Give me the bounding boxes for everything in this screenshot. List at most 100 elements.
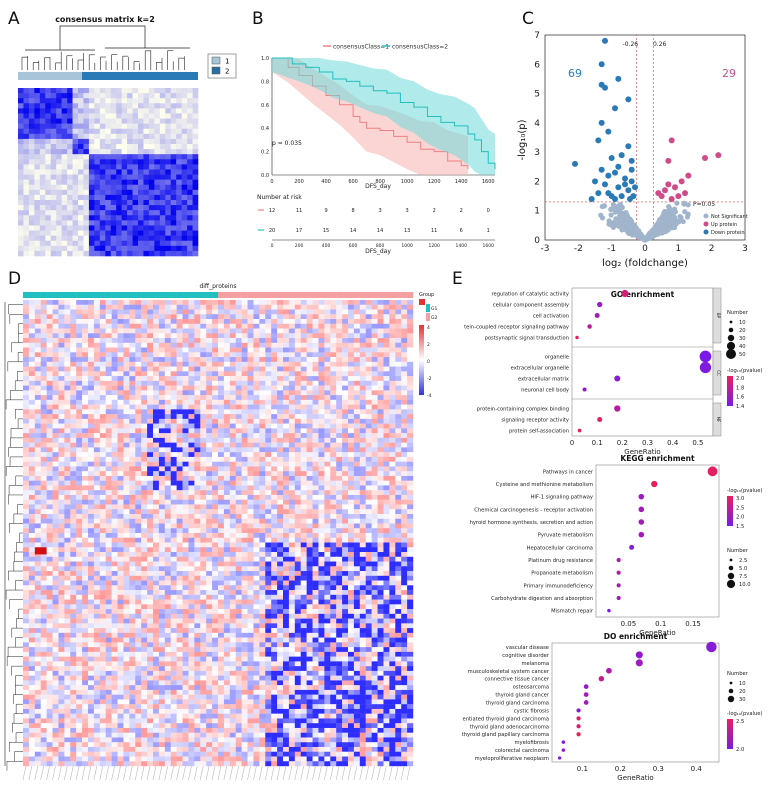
consensus-cell: [56, 235, 62, 242]
consensus-cell: [187, 103, 193, 109]
consensus-cell: [154, 235, 161, 242]
heatmap-cell: [64, 380, 71, 386]
heatmap-cell: [247, 523, 254, 529]
heatmap-cell: [359, 314, 366, 320]
heatmap-cell: [158, 504, 166, 510]
heatmap-cell: [265, 433, 272, 439]
heatmap-cell: [218, 399, 225, 405]
heatmap-cell: [218, 528, 225, 534]
consensus-cell: [61, 154, 68, 160]
heatmap-cell: [188, 423, 195, 429]
heatmap-cell: [111, 447, 118, 453]
consensus-cell: [154, 220, 161, 226]
heatmap-cell: [247, 490, 254, 496]
heatmap-cell: [389, 366, 396, 372]
consensus-cell: [88, 194, 95, 201]
heatmap-cell: [359, 352, 366, 358]
heatmap-cell: [176, 404, 183, 410]
group-annotation-cell: [123, 292, 130, 298]
heatmap-cell: [76, 452, 83, 458]
heatmap-cell: [324, 452, 331, 458]
consensus-cell: [132, 169, 139, 175]
heatmap-cell: [164, 323, 171, 329]
heatmap-cell: [306, 300, 313, 305]
heatmap-cell: [288, 390, 296, 396]
heatmap-cell: [212, 428, 219, 434]
heatmap-cell: [176, 314, 183, 320]
heatmap-cell: [46, 347, 53, 353]
heatmap-cell: [176, 357, 183, 363]
volcano-point-up: [668, 137, 675, 144]
heatmap-cell: [182, 371, 189, 377]
heatmap-cell: [348, 494, 355, 500]
consensus-cell: [181, 210, 188, 216]
heatmap-cell: [395, 376, 402, 382]
heatmap-cell: [330, 428, 337, 434]
heatmap-cell: [277, 314, 284, 320]
heatmap-cell: [271, 314, 278, 320]
heatmap-cell: [377, 319, 384, 324]
consensus-cell: [39, 133, 46, 140]
heatmap-cell: [176, 328, 183, 334]
consensus-cell: [159, 205, 166, 211]
heatmap-cell: [271, 447, 278, 453]
heatmap-cell: [306, 357, 313, 363]
consensus-cell: [88, 164, 95, 170]
heatmap-cell: [300, 485, 307, 491]
heatmap-cell: [99, 480, 106, 486]
consensus-cell: [83, 144, 90, 150]
consensus-cell: [170, 138, 177, 145]
heatmap-cell: [218, 423, 225, 429]
heatmap-cell: [389, 399, 396, 405]
heatmap-cell: [135, 466, 142, 472]
consensus-cell: [18, 113, 24, 119]
heatmap-cell: [206, 418, 213, 424]
heatmap-cell: [318, 352, 325, 358]
heatmap-cell: [200, 485, 207, 491]
consensus-cell: [181, 128, 188, 135]
heatmap-cell: [206, 309, 213, 315]
consensus-cell: [165, 215, 172, 221]
heatmap-cell: [277, 437, 284, 443]
heatmap-cell: [348, 518, 355, 524]
heatmap-cell: [170, 300, 177, 305]
heatmap-cell: [229, 461, 236, 467]
heatmap-cell: [40, 347, 47, 353]
heatmap-cell: [235, 480, 242, 486]
heatmap-cell: [306, 352, 313, 358]
heatmap-cell: [76, 304, 83, 310]
heatmap-cell: [170, 333, 177, 339]
heatmap-cell: [371, 428, 378, 434]
heatmap-cell: [330, 471, 337, 477]
consensus-cell: [61, 118, 68, 124]
consensus-cell: [88, 113, 95, 119]
consensus-cell: [176, 225, 182, 231]
heatmap-cell: [389, 352, 396, 358]
consensus-cell: [99, 169, 106, 175]
consensus-cell: [187, 194, 193, 201]
heatmap-cell: [111, 304, 118, 310]
consensus-cell: [18, 93, 24, 99]
consensus-cell: [18, 250, 24, 257]
heatmap-cell: [206, 409, 213, 415]
consensus-cell: [165, 138, 172, 145]
heatmap-cell: [259, 352, 266, 358]
heatmap-cell: [194, 300, 201, 305]
consensus-cell: [176, 118, 182, 124]
consensus-cell: [116, 205, 122, 211]
heatmap-cell: [117, 319, 124, 324]
consensus-cell: [72, 225, 79, 231]
consensus-cell: [105, 205, 112, 211]
heatmap-cell: [365, 352, 372, 358]
heatmap-cell: [135, 404, 142, 410]
consensus-cell: [99, 159, 106, 165]
heatmap-cell: [365, 390, 372, 396]
consensus-cell: [39, 149, 46, 155]
consensus-cell: [127, 210, 133, 216]
heatmap-cell: [105, 456, 112, 462]
consensus-cell: [67, 245, 73, 252]
heatmap-cell: [371, 480, 378, 486]
heatmap-cell: [70, 342, 77, 348]
volcano-point-up: [655, 190, 662, 197]
heatmap-cell: [123, 456, 130, 462]
